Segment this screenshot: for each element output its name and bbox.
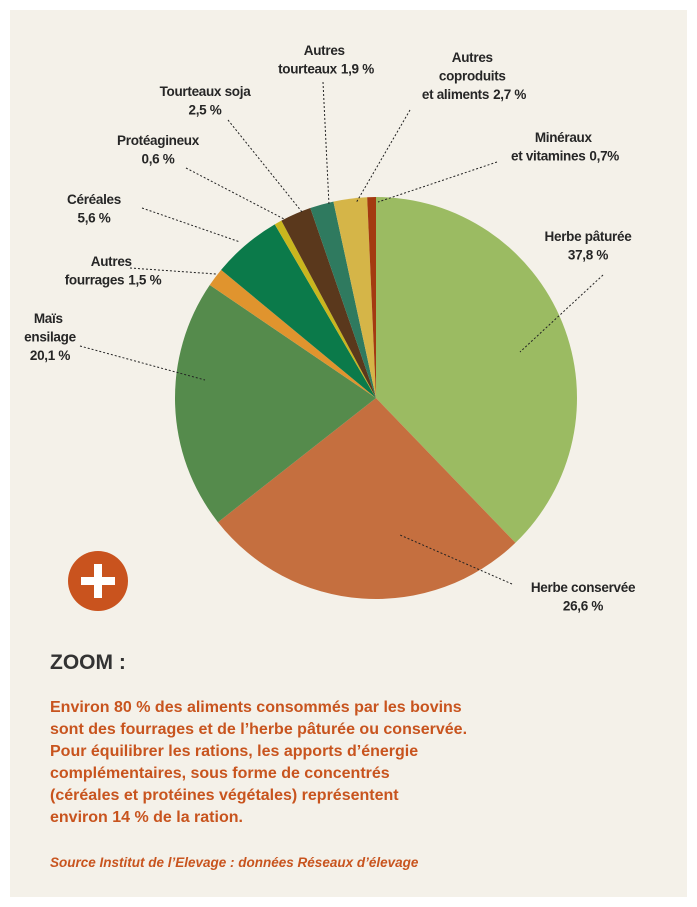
value-label: 2,5 % <box>188 103 221 118</box>
slice-label: Autres tourteaux <box>278 43 348 77</box>
value-label: 2,7 % <box>493 87 526 102</box>
zoom-line: sont des fourrages et de l’herbe pâturée… <box>50 721 467 738</box>
pie-slice <box>221 224 376 398</box>
zoom-line: (céréales et protéines végétales) représ… <box>50 787 399 804</box>
slice-label: Autres coproduits et aliments <box>422 50 509 102</box>
leader-line <box>377 161 498 203</box>
zoom-line: Pour équilibrer les rations, les apports… <box>50 743 418 760</box>
pie-slice <box>376 197 577 543</box>
zoom-text: Environ 80 % des aliments consommés par … <box>50 699 467 826</box>
slice-label: Herbe pâturée <box>545 229 633 244</box>
leader-line <box>355 109 411 204</box>
source: Source Institut de l’Elevage : données R… <box>50 855 419 870</box>
slice-label: Herbe conservée <box>531 580 636 595</box>
value-label: 1,5 % <box>128 273 161 288</box>
plus-icon <box>81 577 115 585</box>
leader-line <box>79 345 206 381</box>
leader-line <box>141 207 241 243</box>
leader-line <box>185 167 285 220</box>
value-label: 26,6 % <box>563 599 604 614</box>
value-label: 20,1 % <box>30 348 71 363</box>
pie-chart: Herbe pâturée 37,8 % Herbe conservée 26,6 %… <box>24 43 636 614</box>
pie-slice <box>175 285 376 523</box>
value-label: 0,7% <box>589 149 619 164</box>
leader-line <box>519 274 604 353</box>
pie-slice <box>274 220 376 398</box>
slice-label: Tourteaux soja <box>160 84 252 99</box>
leader-line <box>399 534 513 585</box>
pie-slice <box>217 398 516 599</box>
value-label: 1,9 % <box>341 62 374 77</box>
slice-label: Minéraux et vitamines <box>511 130 595 164</box>
value-label: 0,6 % <box>141 152 174 167</box>
zoom-title: ZOOM : <box>50 651 126 674</box>
zoom-line: complémentaires, sous forme de concentré… <box>50 765 390 782</box>
slice-label: Autres fourrages <box>65 254 136 288</box>
value-label: 37,8 % <box>568 248 609 263</box>
pie-slice <box>333 197 376 398</box>
pie-slice <box>209 269 376 398</box>
pie-slice <box>281 208 376 398</box>
zoom-line: environ 14 % de la ration. <box>50 809 243 826</box>
leader-line <box>322 81 330 206</box>
value-label: 5,6 % <box>77 211 110 226</box>
pie-slice <box>367 197 376 398</box>
pie-slice <box>310 201 376 398</box>
slice-label: Maïs ensilage <box>24 311 76 345</box>
slice-label: Protéagineux <box>117 133 200 148</box>
zoom-line: Environ 80 % des aliments consommés par … <box>50 699 462 716</box>
slice-label: Céréales <box>67 192 121 207</box>
